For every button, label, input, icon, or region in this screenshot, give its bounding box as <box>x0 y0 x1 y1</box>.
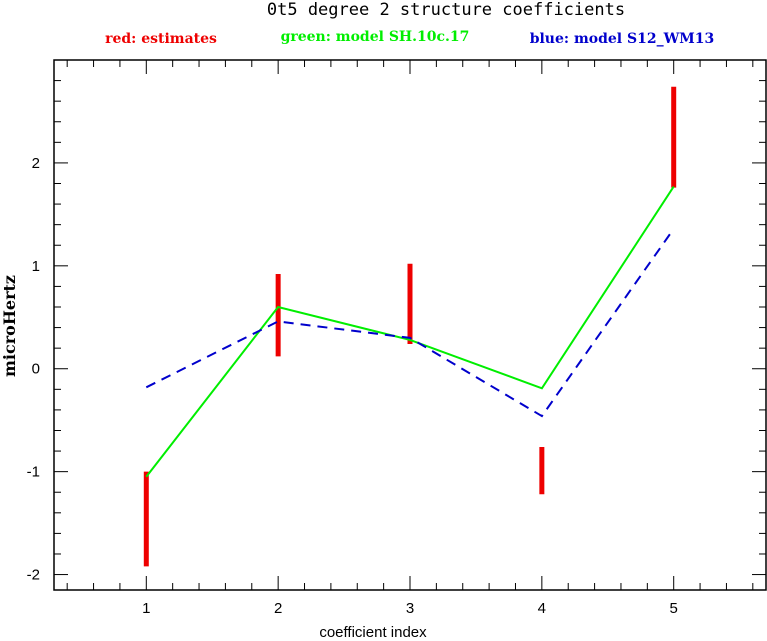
x-axis-ticks <box>66 60 754 590</box>
x-tick-label: 5 <box>670 600 678 617</box>
y-tick-labels: -2 -1 0 1 2 <box>27 155 40 584</box>
y-tick-label: 1 <box>32 258 40 275</box>
y-axis-label: microHertz <box>0 275 19 377</box>
x-tick-label: 4 <box>538 600 546 617</box>
series-line-green <box>145 186 675 478</box>
chart-title: 0t5 degree 2 structure coefficients <box>267 0 625 20</box>
x-tick-label: 3 <box>406 600 414 617</box>
y-tick-label: 2 <box>32 155 40 172</box>
y-tick-label: -2 <box>27 567 40 584</box>
x-tick-labels: 1 2 3 4 5 <box>142 600 678 617</box>
x-tick-label: 1 <box>142 600 150 617</box>
x-tick-label: 2 <box>274 600 282 617</box>
y-tick-label: 0 <box>32 361 40 378</box>
series-line-blue <box>145 228 675 418</box>
series-layer <box>143 86 677 567</box>
legend-red: red: estimates <box>105 31 217 47</box>
y-tick-label: -1 <box>27 464 40 481</box>
x-axis-label: coefficient index <box>319 624 427 641</box>
y-axis-ticks <box>54 59 766 576</box>
legend-blue: blue: model S12_WM13 <box>530 31 715 47</box>
legend-green: green: model SH.10c.17 <box>281 29 470 45</box>
